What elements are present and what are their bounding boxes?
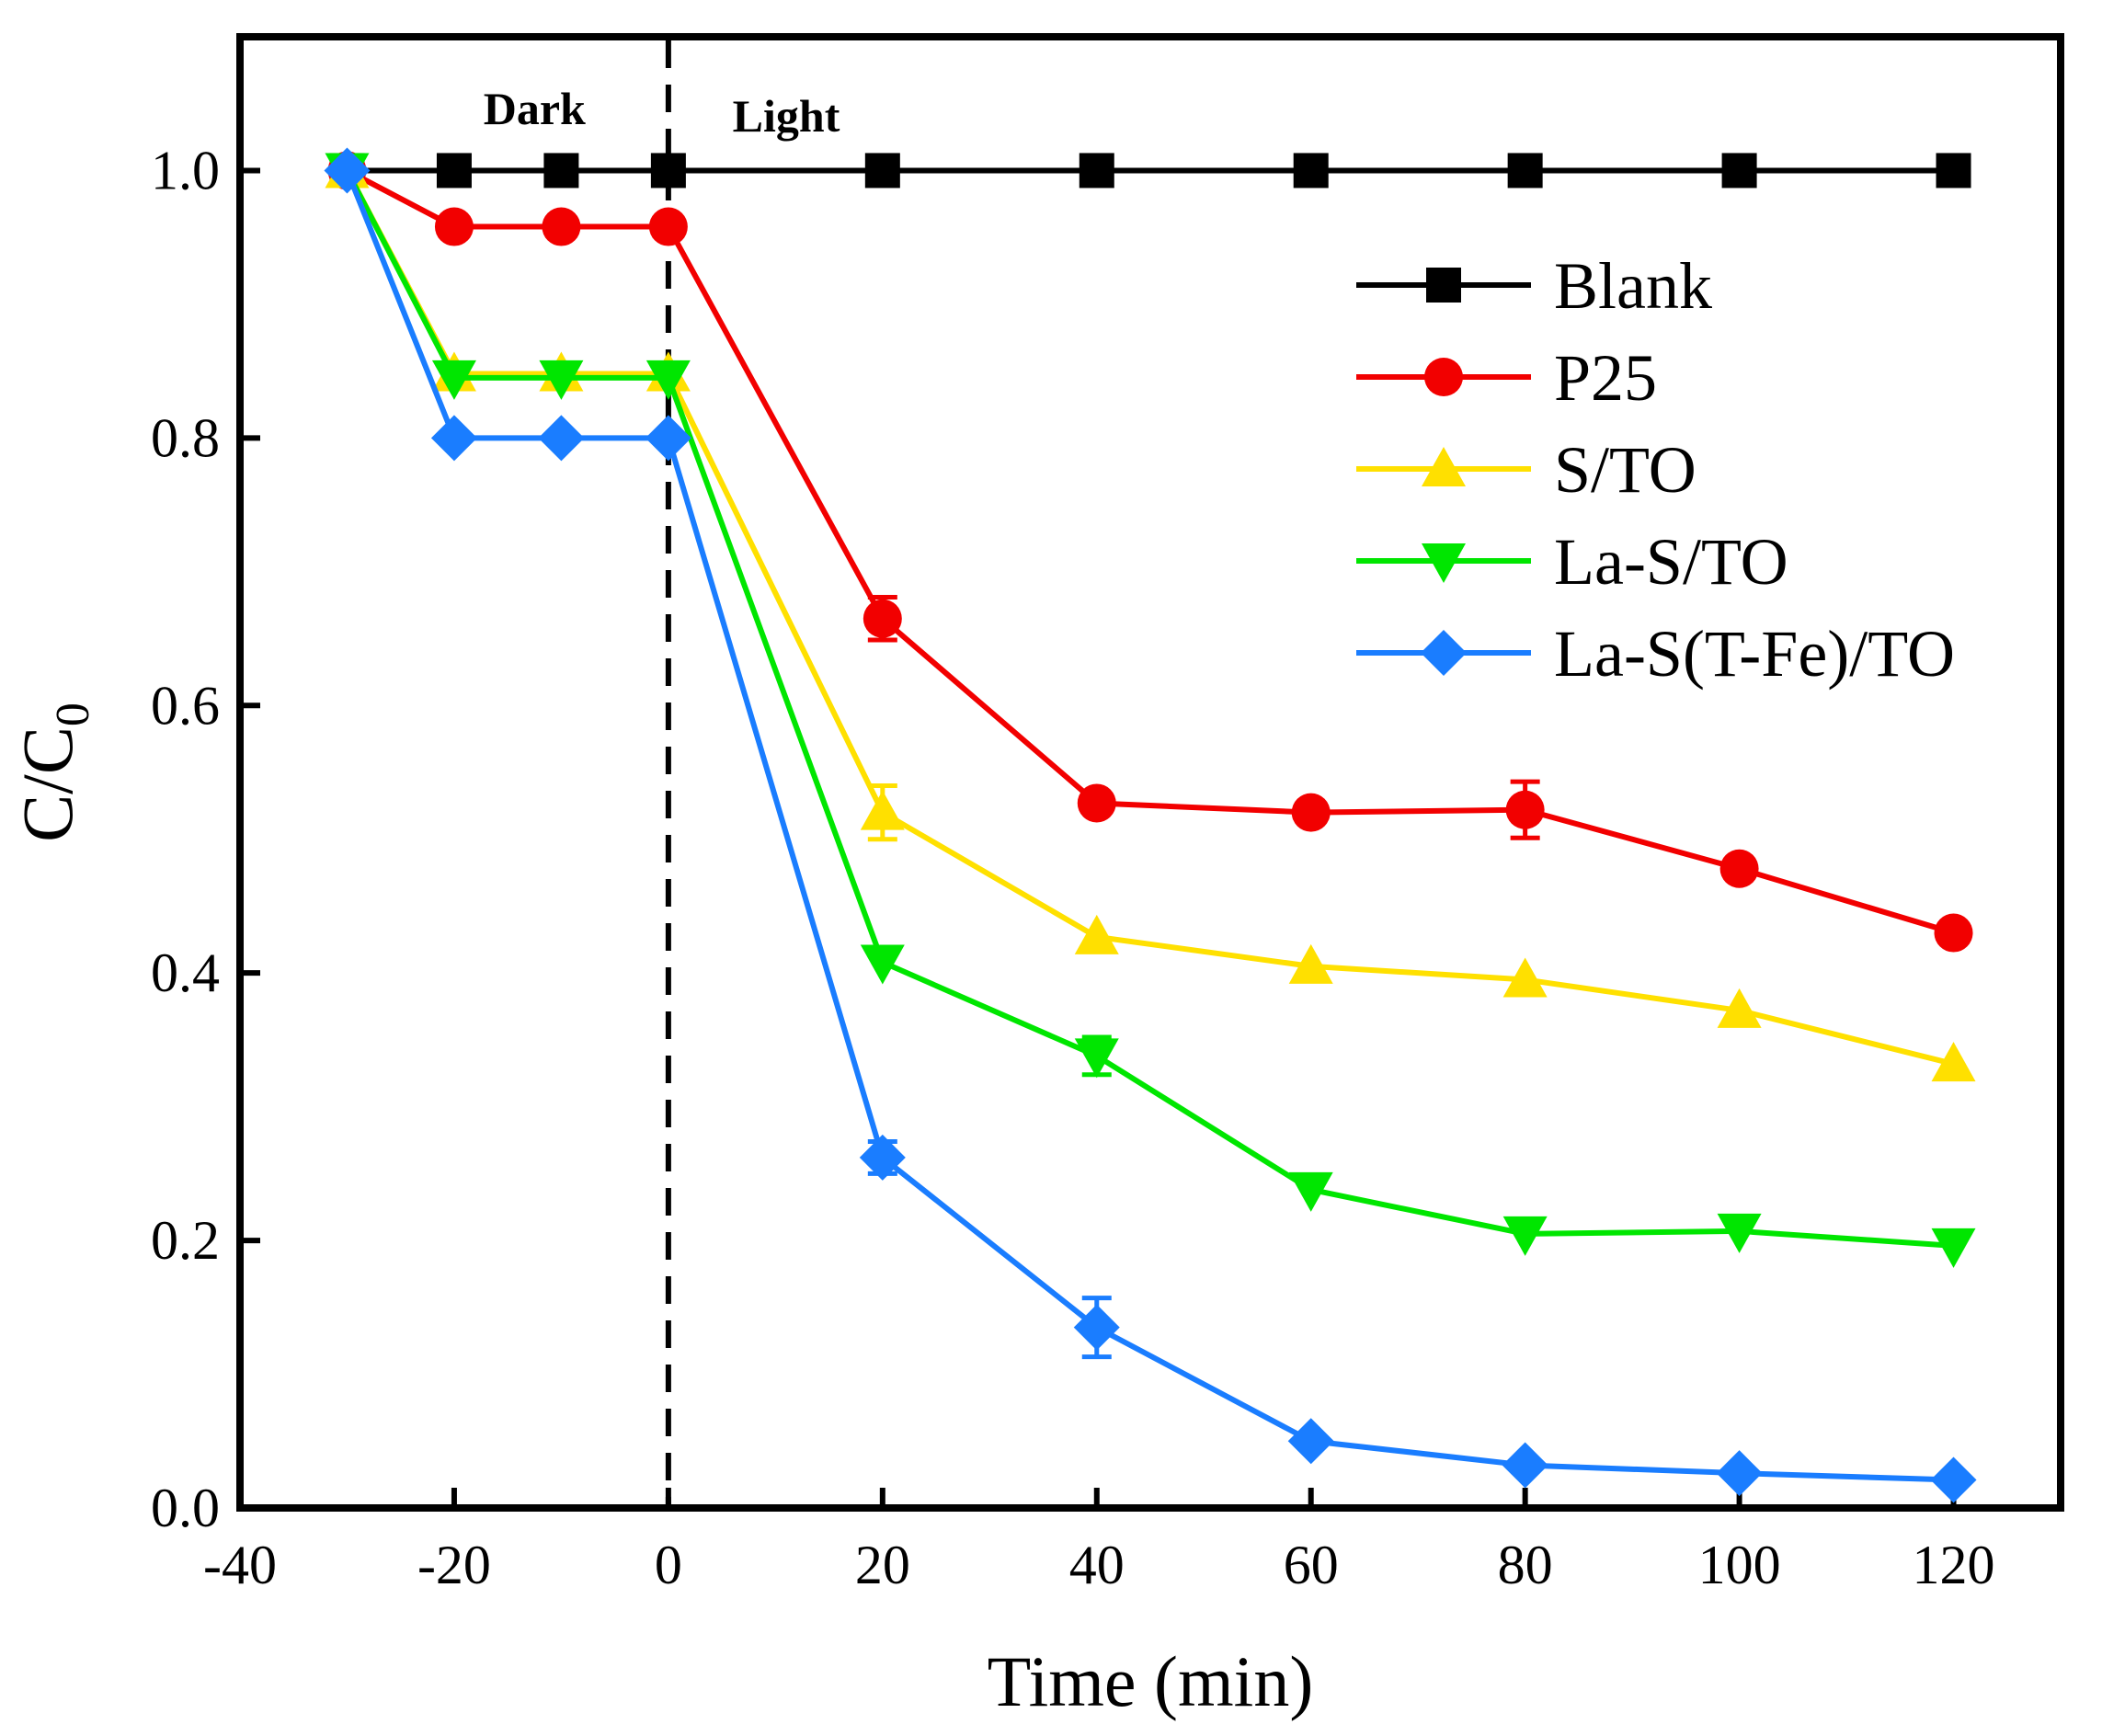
marker-triangle-down [1074,1038,1119,1079]
marker-diamond [645,415,691,462]
marker-triangle-down [431,360,476,400]
legend: Blank P25 S/TO La-S/TO La-S(T-Fe)/TO [1356,249,1955,691]
x-tick-label: 0 [655,1535,682,1595]
marker-square [1721,153,1757,188]
x-tick-label: 100 [1698,1535,1781,1595]
marker-square [1936,153,1971,188]
marker-triangle-up [1422,447,1466,486]
marker-triangle-down [1717,1213,1762,1253]
ticks: -40 -20 0 20 40 60 80 100 120 0.0 0.2 0.4 0.6 0.8 1.0 [151,140,1995,1595]
marker-circle [434,207,474,246]
series-line [346,167,1955,936]
y-tick-label: 0.0 [151,1478,220,1538]
marker-diamond [430,415,477,462]
marker-diamond [1287,1418,1334,1465]
legend-item: Blank [1356,249,1712,323]
marker-diamond [1716,1450,1763,1497]
marker-square [1507,153,1543,188]
marker-circle [1719,849,1759,888]
marker-triangle-up [1931,1042,1976,1082]
marker-circle [1424,358,1463,396]
marker-triangle-up [860,790,905,830]
marker-triangle-down [1931,1228,1976,1268]
marker-triangle-down [1502,1216,1548,1256]
marker-circle [1505,790,1545,829]
marker-diamond [859,1134,906,1181]
marker-square [1293,153,1329,188]
x-tick-label: -20 [417,1535,491,1595]
marker-triangle-down [1422,543,1466,583]
x-tick-label: 60 [1284,1535,1339,1595]
legend-label: Blank [1554,249,1712,323]
marker-square [650,153,686,188]
series-s-to [325,148,1976,1082]
marker-triangle-up [1717,988,1762,1028]
x-tick-label: 80 [1498,1535,1553,1595]
x-tick-label: 120 [1913,1535,1995,1595]
legend-label: La-S/TO [1554,525,1788,599]
x-tick-label: -40 [203,1535,277,1595]
legend-label: P25 [1554,341,1657,415]
marker-diamond [1930,1456,1977,1503]
marker-triangle-up [1288,943,1333,984]
x-tick-label: 40 [1069,1535,1125,1595]
marker-diamond [538,415,585,462]
y-tick-label: 0.8 [151,407,220,468]
marker-circle [1077,783,1116,823]
series-la-s-t-fe-to [324,147,1977,1503]
marker-square [1426,268,1461,303]
series-line [344,169,1955,1068]
x-axis-title: Time (min) [988,1641,1314,1721]
x-tick-label: 20 [855,1535,910,1595]
marker-circle [863,599,902,638]
legend-item: P25 [1356,341,1657,415]
marker-triangle-down [860,944,905,985]
y-tick-label: 1.0 [151,140,220,200]
legend-item: La-S(T-Fe)/TO [1356,617,1955,691]
series-line [344,169,1954,1249]
marker-triangle-up [1502,957,1548,998]
series-group [324,147,1977,1503]
series-line [344,169,1954,1483]
series-p25 [327,151,1973,953]
marker-square [1079,153,1114,188]
y-axis-title-main: C/C [7,726,87,842]
legend-item: S/TO [1356,433,1696,507]
series-blank [329,153,1971,188]
marker-circle [648,207,688,246]
legend-label: S/TO [1554,433,1696,507]
series-la-s-to [325,153,1976,1268]
legend-label: La-S(T-Fe)/TO [1554,617,1955,691]
marker-circle [1934,913,1973,953]
marker-circle [1291,793,1331,832]
marker-circle [542,207,581,246]
plot-frame [236,33,2064,1512]
marker-diamond [1073,1304,1120,1351]
y-axis-title: C/C0 [7,702,99,842]
marker-triangle-up [1074,914,1119,954]
y-axis-title-subscript: 0 [47,702,99,726]
annotation-dark: Dark [484,83,586,134]
marker-triangle-down [645,360,691,400]
y-tick-label: 0.2 [151,1210,220,1271]
annotation-light: Light [733,90,840,142]
y-tick-label: 0.6 [151,675,220,736]
legend-item: La-S/TO [1356,525,1788,599]
marker-triangle-down [1288,1171,1333,1212]
marker-square [543,153,579,188]
marker-diamond [1421,630,1467,676]
marker-triangle-down [539,360,584,400]
marker-diamond [1502,1442,1548,1489]
marker-square [436,153,472,188]
marker-diamond [324,147,371,194]
marker-square [864,153,900,188]
y-tick-label: 0.4 [151,942,220,1003]
